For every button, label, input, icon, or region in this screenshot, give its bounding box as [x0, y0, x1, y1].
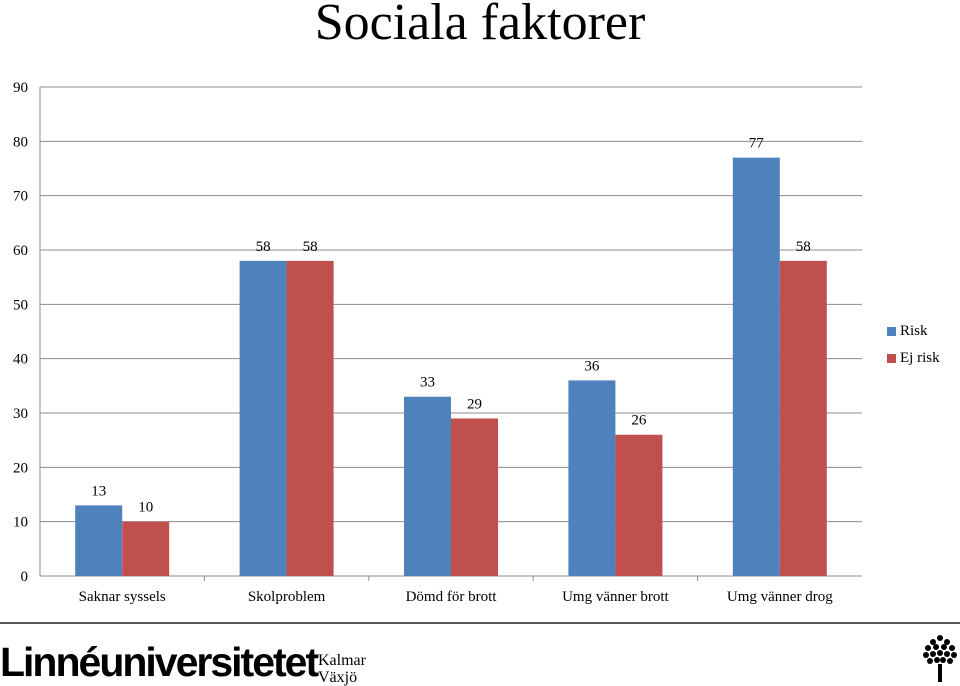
y-tick-label: 0: [21, 569, 29, 585]
category-label: Umg vänner drog: [727, 589, 833, 605]
logo-city-vaxjo: Växjö: [318, 669, 358, 686]
y-tick-label: 80: [13, 134, 28, 150]
data-label: 29: [467, 396, 482, 412]
y-tick-label: 10: [13, 515, 28, 531]
bar-ej-risk: [779, 260, 827, 576]
y-tick-label: 20: [13, 460, 28, 476]
data-label: 58: [256, 239, 271, 255]
legend-swatch-risk: [887, 327, 896, 336]
legend-item-ej-risk: Ej risk: [887, 345, 940, 372]
y-tick-label: 70: [13, 189, 28, 205]
legend-swatch-ej-risk: [887, 354, 896, 363]
logo-city-names: Kalmar Växjö: [318, 652, 366, 686]
legend: Risk Ej risk: [887, 318, 940, 372]
y-tick-label: 90: [13, 80, 28, 96]
bar-ej-risk: [286, 260, 334, 576]
y-tick-label: 60: [13, 243, 28, 259]
data-label: 26: [631, 413, 647, 429]
data-label: 13: [91, 483, 106, 499]
data-label: 58: [303, 239, 318, 255]
bar-risk: [568, 380, 616, 576]
legend-label-risk: Risk: [900, 323, 928, 339]
data-label: 58: [796, 239, 811, 255]
data-label: 36: [584, 358, 600, 374]
bar-ej-risk: [615, 434, 663, 576]
bar-risk: [404, 396, 451, 576]
y-tick-label: 50: [13, 297, 28, 313]
y-tick-label: 40: [13, 352, 28, 368]
chart-title: Sociala faktorer: [314, 0, 646, 51]
category-label: Skolproblem: [248, 589, 326, 605]
bar-risk: [75, 505, 123, 576]
legend-label-ej-risk: Ej risk: [900, 350, 940, 366]
category-label: Umg vänner brott: [562, 589, 669, 605]
bar-risk: [239, 260, 287, 576]
y-tick-label: 30: [13, 406, 28, 422]
data-label: 33: [420, 375, 435, 391]
data-label: 77: [749, 136, 765, 152]
bar-ej-risk: [451, 418, 498, 576]
legend-item-risk: Risk: [887, 318, 940, 345]
tree-icon: [923, 635, 957, 682]
logo-city-kalmar: Kalmar: [318, 652, 366, 669]
category-label: Dömd för brott: [406, 589, 498, 605]
university-logo: Linnéuniversitetet: [0, 639, 319, 685]
bar-chart: 0 10 20 30 40 50 60 70 80 90 Saknar syssels 13 10 Sko…: [13, 80, 862, 605]
data-label: 10: [138, 500, 153, 516]
category-label: Saknar syssels: [79, 589, 166, 605]
footer-divider: [0, 622, 960, 624]
bar-ej-risk: [122, 521, 170, 576]
bar-risk: [732, 157, 780, 576]
